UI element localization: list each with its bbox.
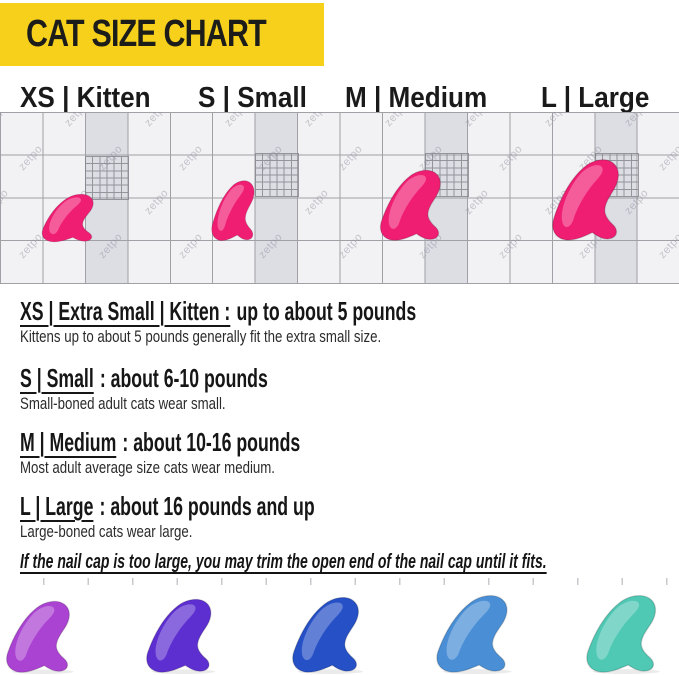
watermark-text: zetpo — [336, 231, 366, 261]
size-header-l: L | Large — [541, 82, 661, 115]
section-heading-s-rest: : about 6-10 pounds — [99, 363, 268, 393]
section-heading-l: L | Large: about 16 pounds and up — [20, 491, 453, 522]
section-description-l-text: Large-boned cats wear large. — [20, 522, 193, 541]
size-header-xs: XS | Kitten — [20, 82, 165, 115]
color-nail-cap-teal-icon — [586, 594, 661, 674]
color-nail-cap-royal-blue-icon — [292, 596, 363, 674]
watermark-text: zetpo — [656, 143, 679, 173]
watermark-text: zetpo — [656, 231, 679, 261]
size-header-xs-label: XS | Kitten — [20, 82, 151, 114]
section-heading-l-rest: : about 16 pounds and up — [99, 491, 315, 521]
watermark-text: zetpo — [302, 187, 332, 217]
section-description-xs-text: Kittens up to about 5 pounds generally f… — [20, 327, 382, 346]
watermark-text: zetpo — [542, 112, 572, 129]
section-heading-xs-rest: up to about 5 pounds — [236, 296, 417, 326]
section-heading-xs-underlined: XS | Extra Small | Kitten : — [20, 296, 231, 326]
section-heading-m-rest: : about 10-16 pounds — [122, 427, 301, 457]
color-nail-cap-purple-orchid-icon — [5, 600, 74, 674]
page-title: CAT SIZE CHART — [26, 13, 267, 55]
watermark-text: zetpo — [176, 143, 206, 173]
section-heading-s: S | Small: about 6-10 pounds — [20, 363, 384, 394]
section-heading-l-underlined: L | Large — [20, 491, 94, 521]
watermark-text: zetpo — [142, 187, 172, 217]
section-heading-xs: XS | Extra Small | Kitten : up to about 5… — [20, 296, 603, 327]
watermark-text: zetpo — [16, 143, 46, 173]
size-header-m: M | Medium — [345, 82, 503, 115]
section-description-m-text: Most adult average size cats wear medium… — [20, 458, 275, 477]
size-header-m-label: M | Medium — [345, 82, 488, 114]
watermark-text: zetpo — [496, 231, 526, 261]
watermark-text: zetpo — [0, 187, 12, 217]
section-description-l: Large-boned cats wear large. — [20, 522, 241, 542]
watermark-text: zetpo — [142, 112, 172, 129]
color-nail-cap-steel-blue-icon — [436, 594, 512, 674]
trim-note-text: If the nail cap is too large, you may tr… — [20, 551, 547, 573]
pink-nail-cap-s-icon — [211, 180, 255, 241]
watermark-text: zetpo — [336, 143, 366, 173]
watermark-text: zetpo — [302, 112, 332, 129]
fine-grid-s — [255, 153, 299, 197]
section-description-s-text: Small-boned adult cats wear small. — [20, 394, 226, 413]
watermark-text: zetpo — [622, 112, 652, 129]
watermark-text: zetpo — [176, 231, 206, 261]
watermark-text: zetpo — [382, 112, 412, 129]
pink-nail-cap-xs-icon — [41, 193, 94, 243]
size-header-s: S | Small — [198, 82, 319, 115]
tick-strip — [0, 578, 679, 585]
fine-grid-xs — [85, 156, 129, 200]
watermark-text: zetpo — [222, 112, 252, 129]
watermark-text: zetpo — [62, 112, 92, 129]
size-comparison-grid: zetpo zetpo zetpo zetpo zetpo zetpo zetpo zetpo… — [0, 112, 679, 284]
pink-nail-cap-m-icon — [379, 169, 441, 241]
size-header-l-label: L | Large — [541, 82, 650, 114]
watermark-text: zetpo — [0, 112, 12, 129]
section-heading-m: M | Medium: about 10-16 pounds — [20, 427, 432, 458]
size-header-s-label: S | Small — [198, 82, 307, 114]
section-heading-s-underlined: S | Small — [20, 363, 94, 393]
watermark-text: zetpo — [496, 143, 526, 173]
pink-nail-cap-l-icon — [552, 159, 620, 241]
section-heading-m-underlined: M | Medium — [20, 427, 117, 457]
color-nail-cap-violet-icon — [146, 598, 216, 674]
trim-note: If the nail cap is too large, you may tr… — [20, 551, 679, 574]
section-description-xs: Kittens up to about 5 pounds generally f… — [20, 327, 483, 347]
section-description-s: Small-boned adult cats wear small. — [20, 394, 284, 414]
section-description-m: Most adult average size cats wear medium… — [20, 458, 347, 478]
watermark-text: zetpo — [462, 112, 492, 129]
title-banner: CAT SIZE CHART — [0, 3, 324, 66]
